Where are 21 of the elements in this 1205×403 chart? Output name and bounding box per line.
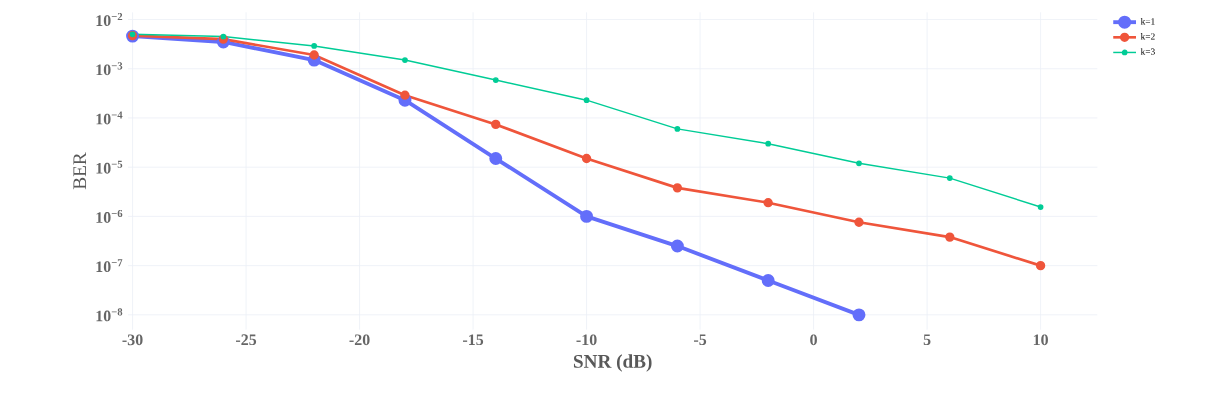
x-tick-label: 5 <box>923 334 931 346</box>
legend-label: k=3 <box>1140 48 1155 55</box>
x-tick-label: 0 <box>810 334 817 346</box>
y-tick-label: 10$^{−6}$ <box>96 209 123 223</box>
x-tick-label: -15 <box>462 334 484 346</box>
y-tick-label: 10$^{−4}$ <box>96 111 123 125</box>
y-tick-label: 10$^{−2}$ <box>96 13 123 27</box>
x-tick-label: -25 <box>235 334 257 346</box>
x-tick-label: -20 <box>349 334 370 346</box>
x-tick-label: 10 <box>1033 334 1048 346</box>
y-tick-label: 10$^{−7}$ <box>96 259 123 273</box>
x-tick-label: -5 <box>694 334 707 346</box>
x-tick-label: -10 <box>576 334 597 346</box>
legend-label: k=2 <box>1140 33 1155 40</box>
y-axis-title: BER <box>73 152 87 190</box>
y-tick-label: 10$^{−8}$ <box>96 308 123 322</box>
x-axis-title: SNR (dB) <box>573 354 652 372</box>
legend-label: k=1 <box>1140 17 1155 25</box>
y-tick-label: 10$^{−5}$ <box>96 160 123 174</box>
x-tick-label: -30 <box>122 334 143 346</box>
y-tick-label: 10$^{−3}$ <box>96 62 123 76</box>
